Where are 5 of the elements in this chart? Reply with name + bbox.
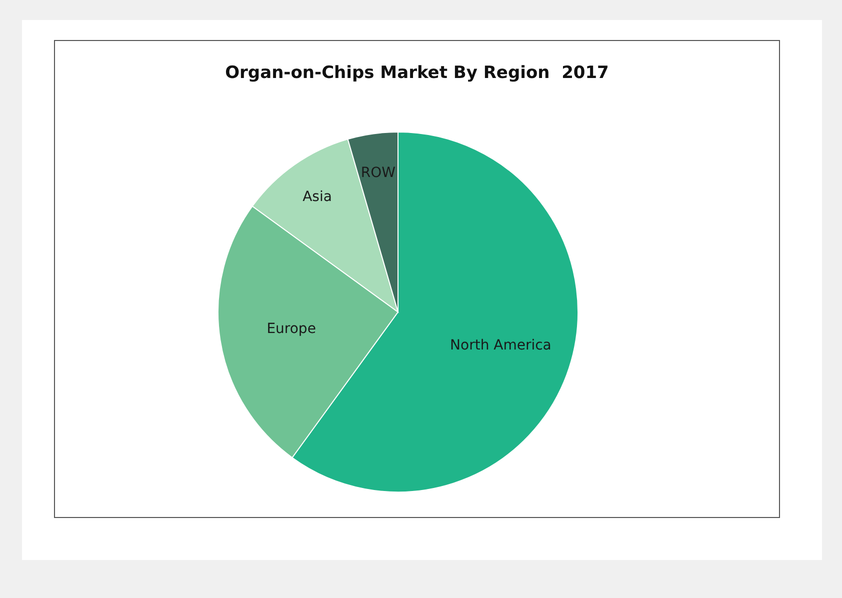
slice-label: North America xyxy=(450,337,552,354)
slice-label: ROW xyxy=(360,165,396,181)
chart-title: Organ-on-Chips Market By Region 2017 xyxy=(224,63,610,83)
slice-label: Asia xyxy=(302,189,332,206)
slice-label: Europe xyxy=(266,320,316,337)
